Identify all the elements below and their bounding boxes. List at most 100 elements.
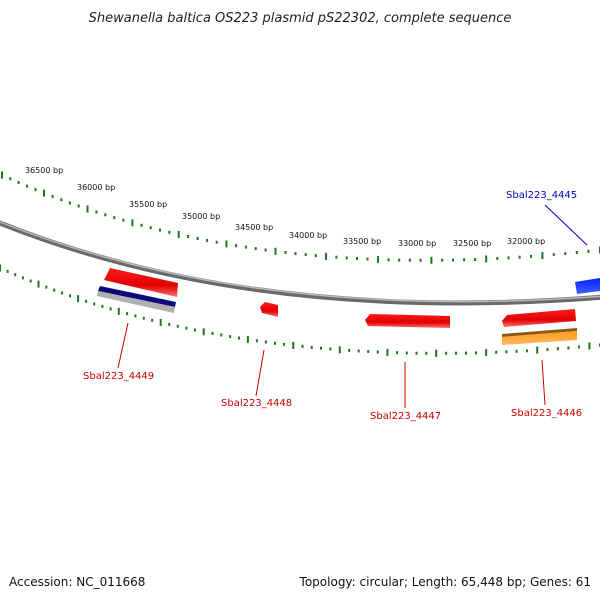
minor-tick: [109, 307, 112, 311]
major-tick: [274, 247, 277, 255]
minor-tick: [244, 245, 247, 249]
minor-tick: [122, 218, 125, 222]
tick-label-32500: 32500 bp: [453, 239, 491, 248]
major-tick: [37, 280, 40, 288]
minor-tick: [284, 251, 287, 254]
major-tick: [338, 346, 341, 354]
minor-tick: [29, 279, 32, 283]
minor-tick: [176, 324, 179, 328]
minor-tick: [408, 258, 411, 262]
minor-tick: [304, 253, 307, 257]
minor-tick: [104, 213, 107, 217]
feature-sbal223-4449[interactable]: [97, 268, 178, 369]
minor-tick: [17, 181, 20, 184]
major-tick: [485, 349, 488, 357]
minor-tick: [301, 344, 304, 348]
minor-tick: [68, 201, 71, 205]
minor-tick: [53, 288, 56, 292]
minor-tick: [283, 342, 286, 346]
minor-tick: [21, 276, 24, 280]
minor-tick: [26, 184, 29, 188]
minor-tick: [134, 314, 137, 318]
minor-tick: [556, 347, 559, 351]
minor-tick: [140, 223, 143, 227]
major-tick: [43, 189, 45, 197]
minor-tick: [398, 258, 401, 262]
tick-label-33500: 33500 bp: [343, 237, 381, 246]
major-tick: [541, 252, 544, 260]
major-tick: [325, 252, 327, 260]
feature-sbal223-4447[interactable]: [365, 314, 450, 408]
minor-tick: [463, 258, 466, 262]
major-tick: [435, 349, 438, 357]
minor-tick: [159, 228, 161, 232]
major-tick: [117, 307, 120, 315]
major-tick: [386, 348, 389, 356]
gene-label-sbal223-4446[interactable]: Sbal223_4446: [511, 408, 582, 419]
minor-tick: [505, 350, 508, 354]
minor-tick: [335, 255, 338, 259]
minor-tick: [264, 248, 267, 252]
minor-tick: [6, 269, 9, 273]
minor-tick: [34, 188, 37, 192]
feature-sbal223-4448[interactable]: [255, 302, 278, 397]
minor-tick: [101, 304, 104, 308]
inner-tick-ring: [0, 264, 600, 357]
minor-tick: [194, 328, 196, 332]
major-tick: [159, 318, 162, 326]
major-tick: [485, 255, 488, 263]
minor-tick: [113, 216, 116, 220]
minor-tick: [455, 351, 457, 355]
minor-tick: [357, 349, 360, 353]
minor-tick: [142, 316, 145, 320]
minor-tick: [196, 237, 199, 240]
gene-label-sbal223-4447[interactable]: Sbal223_4447: [370, 411, 441, 422]
tick-label-36500: 36500 bp: [25, 166, 63, 175]
minor-tick: [415, 351, 418, 355]
minor-tick: [387, 258, 390, 262]
minor-tick: [518, 255, 521, 259]
minor-tick: [474, 258, 477, 261]
feature-sbal223-4445[interactable]: [544, 204, 600, 294]
gene-label-sbal223-4448[interactable]: Sbal223_4448: [221, 398, 292, 409]
minor-tick: [151, 318, 154, 322]
minor-tick: [310, 345, 313, 349]
minor-tick: [507, 256, 510, 260]
minor-tick: [77, 204, 80, 208]
major-tick: [131, 219, 134, 227]
minor-tick: [577, 345, 580, 349]
minor-tick: [376, 350, 379, 354]
tick-label-36000: 36000 bp: [77, 183, 115, 192]
minor-tick: [220, 333, 223, 337]
tick-label-35500: 35500 bp: [129, 200, 167, 209]
minor-tick: [396, 351, 399, 355]
minor-tick: [126, 312, 129, 316]
major-tick: [588, 342, 591, 350]
major-tick: [177, 230, 180, 238]
minor-tick: [419, 258, 422, 262]
plasmid-backbone: [0, 220, 600, 306]
minor-tick: [515, 349, 518, 353]
minor-tick: [575, 251, 578, 254]
minor-tick: [85, 299, 88, 303]
minor-tick: [60, 198, 63, 202]
minor-tick: [238, 336, 240, 340]
minor-tick: [206, 238, 209, 242]
gene-label-sbal223-4445[interactable]: Sbal223_4445: [506, 190, 577, 201]
major-tick: [0, 264, 1, 272]
minor-tick: [320, 346, 322, 350]
major-tick: [86, 205, 89, 213]
major-tick: [377, 255, 379, 263]
feature-sbal223-4446[interactable]: [502, 309, 577, 406]
outer-tick-ring: [1, 171, 600, 264]
major-tick: [77, 295, 80, 303]
minor-tick: [45, 285, 48, 289]
minor-tick: [367, 350, 370, 353]
gene-label-sbal223-4449[interactable]: Sbal223_4449: [83, 371, 154, 382]
tick-label-33000: 33000 bp: [398, 239, 436, 248]
minor-tick: [496, 257, 499, 260]
tick-labels: 36500 bp 36000 bp 35500 bp 35000 bp 3450…: [25, 166, 545, 248]
minor-tick: [552, 253, 555, 257]
minor-tick: [229, 335, 232, 339]
